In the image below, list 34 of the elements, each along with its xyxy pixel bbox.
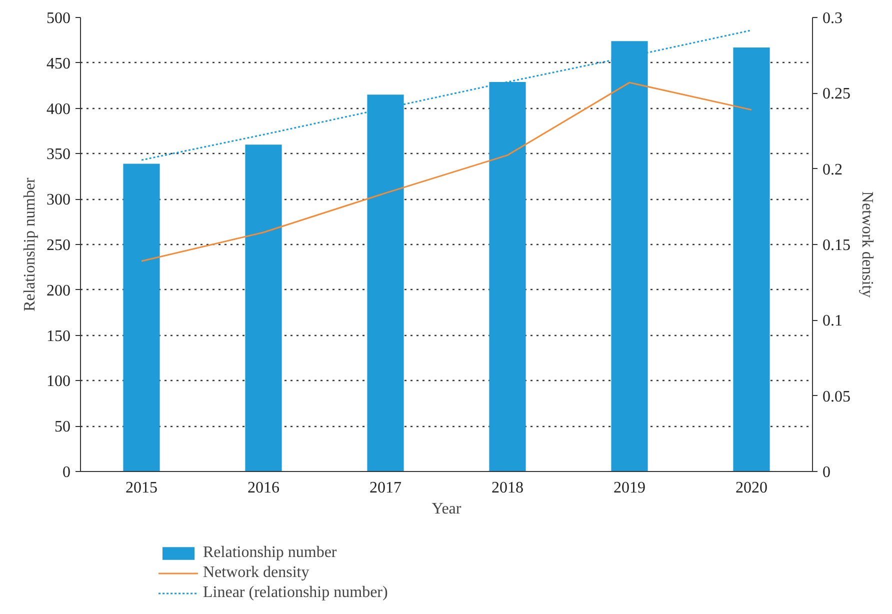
y-tick-label: 450	[46, 55, 70, 72]
legend-label: Network density	[203, 564, 310, 582]
y-tick-label: 400	[46, 100, 70, 118]
y-tick-label: 0	[62, 464, 70, 481]
y-axis-title: Relationship number	[22, 176, 38, 312]
bar	[245, 144, 282, 472]
legend-label: Linear (relationship number)	[203, 584, 388, 602]
y2-tick-label: 0.1	[822, 312, 842, 330]
x-tick-label: 2015	[126, 480, 158, 496]
y2-tick-label: 0.15	[822, 237, 850, 254]
bar	[123, 164, 160, 472]
y2-tick-label: 0	[822, 464, 830, 481]
legend-label: Relationship number	[203, 544, 337, 562]
x-tick-label: 2019	[614, 480, 646, 496]
y-tick-label: 500	[46, 10, 70, 27]
x-axis-title: Year	[432, 500, 462, 518]
y2-axis-title: Network density	[858, 191, 876, 298]
y2-tick-label: 0.25	[822, 86, 850, 103]
y-tick-label: 350	[46, 146, 70, 164]
y2-tick-label: 0.3	[822, 10, 842, 27]
bar	[733, 47, 770, 472]
y-tick-label: 300	[46, 192, 70, 209]
y2-tick-label: 0.05	[822, 388, 850, 406]
x-tick-label: 2020	[736, 480, 768, 496]
y-tick-label: 150	[46, 328, 70, 345]
y-tick-label: 250	[46, 237, 70, 254]
x-tick-label: 2017	[370, 480, 402, 496]
y-tick-label: 200	[46, 282, 70, 300]
x-tick-label: 2018	[492, 480, 524, 496]
line-series	[140, 82, 752, 262]
y-tick-label: 100	[46, 373, 70, 390]
y2-tick-label: 0.2	[822, 161, 842, 178]
y-tick-label: 50	[54, 418, 70, 436]
x-tick-label: 2016	[248, 480, 280, 496]
